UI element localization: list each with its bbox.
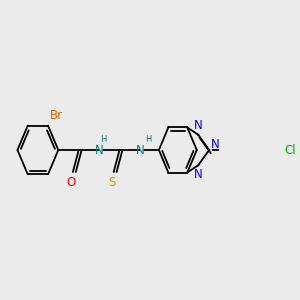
Text: H: H	[145, 135, 152, 144]
Text: Cl: Cl	[284, 143, 296, 157]
Text: O: O	[67, 176, 76, 188]
Text: H: H	[100, 135, 107, 144]
Text: Br: Br	[50, 109, 63, 122]
Text: N: N	[194, 119, 203, 132]
Text: N: N	[211, 139, 220, 152]
Text: N: N	[136, 143, 144, 157]
Text: N: N	[95, 143, 103, 157]
Text: N: N	[194, 168, 203, 181]
Text: S: S	[109, 176, 116, 188]
